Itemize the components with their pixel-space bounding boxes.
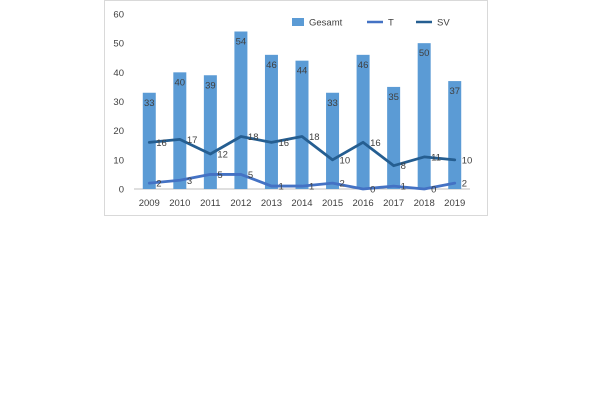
data-label-sv: 18 bbox=[248, 132, 259, 143]
bar-gesamt bbox=[326, 92, 340, 189]
data-label-t: 5 bbox=[217, 170, 222, 181]
x-tick-label: 2011 bbox=[200, 198, 220, 209]
data-label-gesamt: 50 bbox=[419, 48, 430, 59]
data-label-sv: 8 bbox=[401, 161, 406, 172]
data-label-sv: 17 bbox=[187, 135, 198, 146]
data-label-sv: 18 bbox=[309, 132, 320, 143]
y-tick-label: 60 bbox=[113, 10, 124, 21]
data-label-gesamt: 33 bbox=[144, 98, 155, 109]
data-label-t: 1 bbox=[278, 182, 283, 193]
data-label-t: 0 bbox=[370, 185, 375, 196]
legend-swatch-gesamt bbox=[292, 18, 304, 26]
data-label-sv: 12 bbox=[217, 150, 228, 161]
data-label-sv: 16 bbox=[370, 138, 381, 149]
data-label-t: 3 bbox=[187, 176, 192, 187]
bar-gesamt bbox=[203, 75, 217, 189]
data-label-gesamt: 54 bbox=[236, 37, 247, 48]
x-tick-label: 2013 bbox=[261, 198, 282, 209]
y-tick-label: 40 bbox=[113, 68, 124, 79]
line-t bbox=[147, 173, 457, 191]
data-label-sv: 16 bbox=[156, 138, 167, 149]
bar-gesamt bbox=[448, 81, 462, 189]
legend-label-t: T bbox=[388, 18, 394, 29]
y-tick-label: 50 bbox=[113, 39, 124, 50]
bar-gesamt bbox=[356, 54, 370, 190]
bar-gesamt bbox=[264, 54, 278, 190]
data-label-gesamt: 46 bbox=[358, 60, 369, 71]
x-tick-label: 2016 bbox=[353, 198, 374, 209]
bar-gesamt bbox=[417, 43, 431, 189]
data-label-t: 1 bbox=[401, 182, 406, 193]
y-tick-label: 30 bbox=[113, 97, 124, 108]
data-label-gesamt: 44 bbox=[297, 66, 308, 77]
data-label-t: 2 bbox=[156, 179, 161, 190]
data-label-gesamt: 37 bbox=[449, 86, 460, 97]
bar-gesamt bbox=[234, 31, 248, 189]
bar-gesamt bbox=[173, 72, 187, 189]
data-label-gesamt: 35 bbox=[388, 92, 399, 103]
x-tick-label: 2015 bbox=[322, 198, 343, 209]
bar-gesamt bbox=[295, 60, 309, 189]
data-label-t: 0 bbox=[431, 185, 436, 196]
data-label-gesamt: 33 bbox=[327, 98, 338, 109]
x-tick-label: 2012 bbox=[230, 198, 251, 209]
data-label-t: 1 bbox=[309, 182, 314, 193]
x-tick-label: 2019 bbox=[444, 198, 465, 209]
x-tick-label: 2010 bbox=[169, 198, 190, 209]
data-label-gesamt: 39 bbox=[205, 80, 216, 91]
legend-label-sv: SV bbox=[437, 18, 450, 29]
data-label-t: 2 bbox=[462, 179, 467, 190]
legend-label-gesamt: Gesamt bbox=[309, 18, 343, 29]
bar-gesamt bbox=[142, 92, 156, 189]
line-sv bbox=[147, 135, 457, 168]
y-tick-label: 10 bbox=[113, 155, 124, 166]
x-tick-label: 2018 bbox=[414, 198, 435, 209]
y-tick-label: 0 bbox=[119, 185, 124, 196]
x-tick-label: 2017 bbox=[383, 198, 404, 209]
data-label-sv: 10 bbox=[340, 155, 351, 166]
data-label-sv: 16 bbox=[278, 138, 289, 149]
x-tick-label: 2009 bbox=[139, 198, 160, 209]
data-label-sv: 10 bbox=[462, 155, 473, 166]
data-label-t: 2 bbox=[340, 179, 345, 190]
data-label-t: 5 bbox=[248, 170, 253, 181]
data-label-gesamt: 46 bbox=[266, 60, 277, 71]
y-tick-label: 20 bbox=[113, 126, 124, 137]
data-label-sv: 11 bbox=[431, 152, 441, 163]
data-label-gesamt: 40 bbox=[175, 77, 186, 88]
x-tick-label: 2014 bbox=[291, 198, 312, 209]
